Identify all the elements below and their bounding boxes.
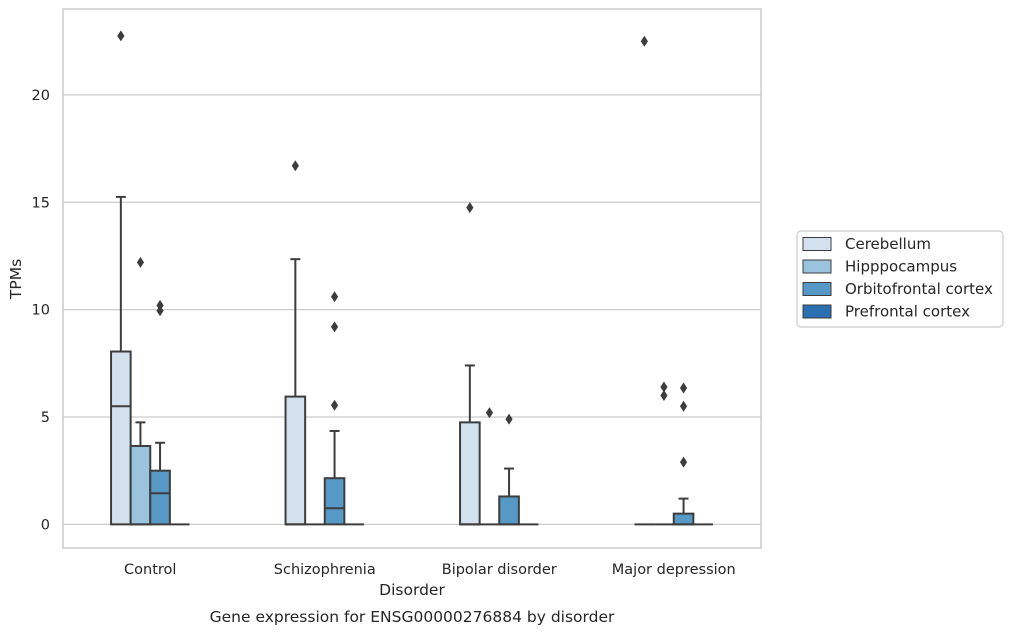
- chart-caption: Gene expression for ENSG00000276884 by d…: [210, 608, 615, 626]
- y-tick-labels: 0 5 10 15 20: [32, 88, 50, 533]
- box-rect: [129, 444, 152, 526]
- outlier-point: [136, 256, 145, 268]
- box-cerebellum: [634, 35, 655, 526]
- outlier-point: [679, 456, 688, 468]
- plot-frame: [62, 8, 762, 549]
- box-hipppocampus: [479, 407, 500, 526]
- legend-swatch: [802, 282, 832, 296]
- x-tick-labels: Control Schizophrenia Bipolar disorder Majo…: [124, 562, 736, 578]
- box-rect: [149, 469, 171, 526]
- outlier-point: [485, 407, 494, 419]
- outlier-point: [330, 321, 339, 333]
- x-tick-label: Schizophrenia: [274, 562, 376, 578]
- outlier-point: [330, 399, 339, 411]
- outlier-point: [679, 400, 688, 412]
- outlier-point: [156, 305, 164, 317]
- x-tick-label: Control: [124, 562, 176, 578]
- outlier-point: [505, 413, 513, 425]
- box-rect: [110, 350, 132, 526]
- legend-label: Hipppocampus: [845, 258, 957, 276]
- y-tick-label: 20: [32, 88, 50, 104]
- box-rect: [672, 512, 695, 526]
- outlier-point: [117, 30, 125, 42]
- outlier-point: [660, 390, 668, 402]
- legend-label: Prefrontal cortex: [845, 303, 970, 321]
- legend-swatch: [802, 259, 832, 274]
- box-cerebellum: [459, 202, 481, 526]
- box-cerebellum: [284, 160, 307, 526]
- box-rect: [284, 395, 307, 526]
- outlier-point: [660, 381, 668, 393]
- outlier-point: [466, 202, 474, 214]
- box-hipppocampus: [654, 381, 674, 526]
- box-rect: [323, 477, 346, 526]
- legend-swatch: [802, 237, 832, 251]
- box-orbitofrontal-cortex: [149, 299, 171, 526]
- box-orbitofrontal-cortex: [498, 413, 520, 526]
- y-tick-label: 5: [41, 410, 50, 426]
- outlier-point: [640, 35, 648, 47]
- box-orbitofrontal-cortex: [672, 382, 695, 526]
- grid-lines: [63, 94, 761, 525]
- legend-label: Cerebellum: [845, 235, 931, 253]
- outlier-point: [291, 160, 299, 172]
- box-orbitofrontal-cortex: [323, 291, 346, 526]
- box-hipppocampus: [129, 256, 152, 526]
- outlier-point: [679, 382, 688, 394]
- y-axis-label: TPMs: [7, 259, 25, 300]
- x-tick-label: Major depression: [612, 562, 736, 578]
- box-cerebellum: [110, 30, 132, 526]
- legend-label: Orbitofrontal cortex: [845, 280, 993, 298]
- legend: Cerebellum Hipppocampus Orbitofrontal cort…: [796, 230, 1004, 328]
- box-series: [110, 30, 713, 526]
- legend-frame: [796, 230, 1004, 328]
- x-axis-label: Disorder: [379, 581, 445, 599]
- x-tick-label: Bipolar disorder: [442, 562, 557, 578]
- y-tick-label: 0: [41, 517, 50, 533]
- box-rect: [498, 495, 520, 526]
- y-tick-label: 15: [32, 195, 50, 211]
- y-tick-label: 10: [32, 303, 50, 319]
- outlier-point: [330, 291, 339, 303]
- box-rect: [459, 421, 481, 526]
- legend-swatch: [802, 304, 832, 319]
